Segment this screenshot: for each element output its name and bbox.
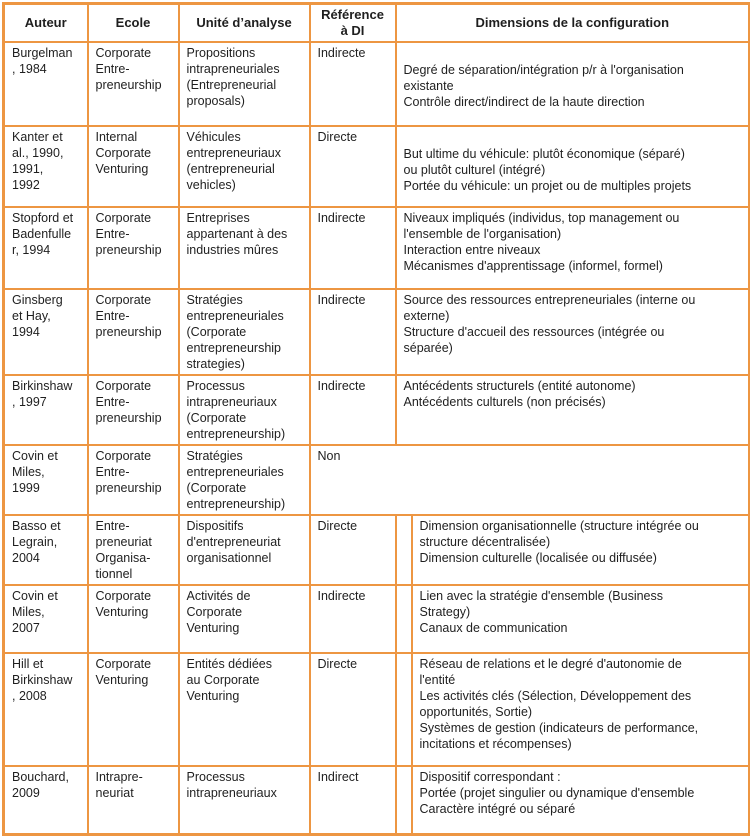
author-cell: Ginsberg et Hay, 1994 (2, 288, 89, 376)
spacer-cell (394, 765, 413, 835)
di-reference-cell: Indirect (308, 765, 397, 835)
di-reference-cell: Indirecte (308, 206, 397, 290)
author-cell: Basso et Legrain, 2004 (2, 514, 89, 586)
spacer-cell (394, 652, 413, 767)
column-header-unite: Unité d’analyse (177, 2, 311, 43)
author-cell: Kanter et al., 1990, 1991, 1992 (2, 125, 89, 208)
author-cell: Stopford et Badenfulle r, 1994 (2, 206, 89, 290)
table-row: Bouchard, 2009 Intrapre- neuriat Process… (2, 765, 750, 835)
dimensions-cell: Dimension organisationnelle (structure i… (410, 514, 750, 586)
dimensions-cell: Dispositif correspondant : Portée (proje… (410, 765, 750, 835)
school-cell: Corporate Entre- preneurship (86, 206, 180, 290)
unit-cell: Propositions intrapreneuriales (Entrepre… (177, 41, 311, 127)
column-header-auteur: Auteur (2, 2, 89, 43)
table-row: Burgelman , 1984 Corporate Entre- preneu… (2, 41, 750, 127)
school-cell: Corporate Entre- preneurship (86, 374, 180, 446)
unit-cell: Dispositifs d'entrepreneuriat organisati… (177, 514, 311, 586)
unit-cell: Processus intrapreneuriaux (Corporate en… (177, 374, 311, 446)
unit-cell: Activités de Corporate Venturing (177, 584, 311, 654)
table-row: Stopford et Badenfulle r, 1994 Corporate… (2, 206, 750, 290)
table-row: Basso et Legrain, 2004 Entre- preneuriat… (2, 514, 750, 586)
dimensions-cell: But ultime du véhicule: plutôt économiqu… (394, 125, 750, 208)
school-cell: Corporate Entre- preneurship (86, 41, 180, 127)
unit-cell: Stratégies entrepreneuriales (Corporate … (177, 444, 311, 516)
dimensions-cell: Source des ressources entrepreneuriales … (394, 288, 750, 376)
dimensions-cell: Degré de séparation/intégration p/r à l'… (394, 41, 750, 127)
table-row: Kanter et al., 1990, 1991, 1992 Internal… (2, 125, 750, 208)
di-reference-cell: Indirecte (308, 584, 397, 654)
author-cell: Bouchard, 2009 (2, 765, 89, 835)
author-cell: Covin et Miles, 1999 (2, 444, 89, 516)
spacer-cell (394, 514, 413, 586)
school-cell: Corporate Venturing (86, 584, 180, 654)
unit-cell: Véhicules entrepreneuriaux (entrepreneur… (177, 125, 311, 208)
author-cell: Burgelman , 1984 (2, 41, 89, 127)
di-reference-cell: Indirecte (308, 374, 397, 446)
column-header-ecole: Ecole (86, 2, 180, 43)
unit-cell: Entreprises appartenant à des industries… (177, 206, 311, 290)
di-reference-cell: Directe (308, 652, 397, 767)
author-cell: Hill et Birkinshaw , 2008 (2, 652, 89, 767)
table-row: Birkinshaw , 1997 Corporate Entre- prene… (2, 374, 750, 446)
dimensions-cell: Antécédents structurels (entité autonome… (394, 374, 750, 446)
dimensions-cell: Niveaux impliqués (individus, top manage… (394, 206, 750, 290)
author-cell: Birkinshaw , 1997 (2, 374, 89, 446)
spacer-cell (394, 584, 413, 654)
school-cell: Entre- preneuriat Organisa- tionnel (86, 514, 180, 586)
dimensions-cell: Lien avec la stratégie d'ensemble (Busin… (410, 584, 750, 654)
table-row: Ginsberg et Hay, 1994 Corporate Entre- p… (2, 288, 750, 376)
school-cell: Internal Corporate Venturing (86, 125, 180, 208)
column-header-reference: Référence à DI (308, 2, 397, 43)
di-reference-cell: Directe (308, 125, 397, 208)
school-cell: Corporate Entre- preneurship (86, 288, 180, 376)
di-reference-cell: Directe (308, 514, 397, 586)
school-cell: Corporate Venturing (86, 652, 180, 767)
school-cell: Corporate Entre- preneurship (86, 444, 180, 516)
school-cell: Intrapre- neuriat (86, 765, 180, 835)
di-reference-cell: Indirecte (308, 41, 397, 127)
table-row: Covin et Miles, 1999 Corporate Entre- pr… (2, 444, 750, 516)
author-cell: Covin et Miles, 2007 (2, 584, 89, 654)
table-row: Hill et Birkinshaw , 2008 Corporate Vent… (2, 652, 750, 767)
unit-cell: Stratégies entrepreneuriales (Corporate … (177, 288, 311, 376)
unit-cell: Processus intrapreneuriaux (177, 765, 311, 835)
table-row: Covin et Miles, 2007 Corporate Venturing… (2, 584, 750, 654)
di-reference-cell: Indirecte (308, 288, 397, 376)
column-header-dimensions: Dimensions de la configuration (394, 2, 750, 43)
dimensions-cell: Réseau de relations et le degré d'autono… (410, 652, 750, 767)
unit-cell: Entités dédiées au Corporate Venturing (177, 652, 311, 767)
header-row: Auteur Ecole Unité d’analyse Référence à… (2, 2, 750, 43)
di-reference-cell: Non (308, 444, 750, 516)
